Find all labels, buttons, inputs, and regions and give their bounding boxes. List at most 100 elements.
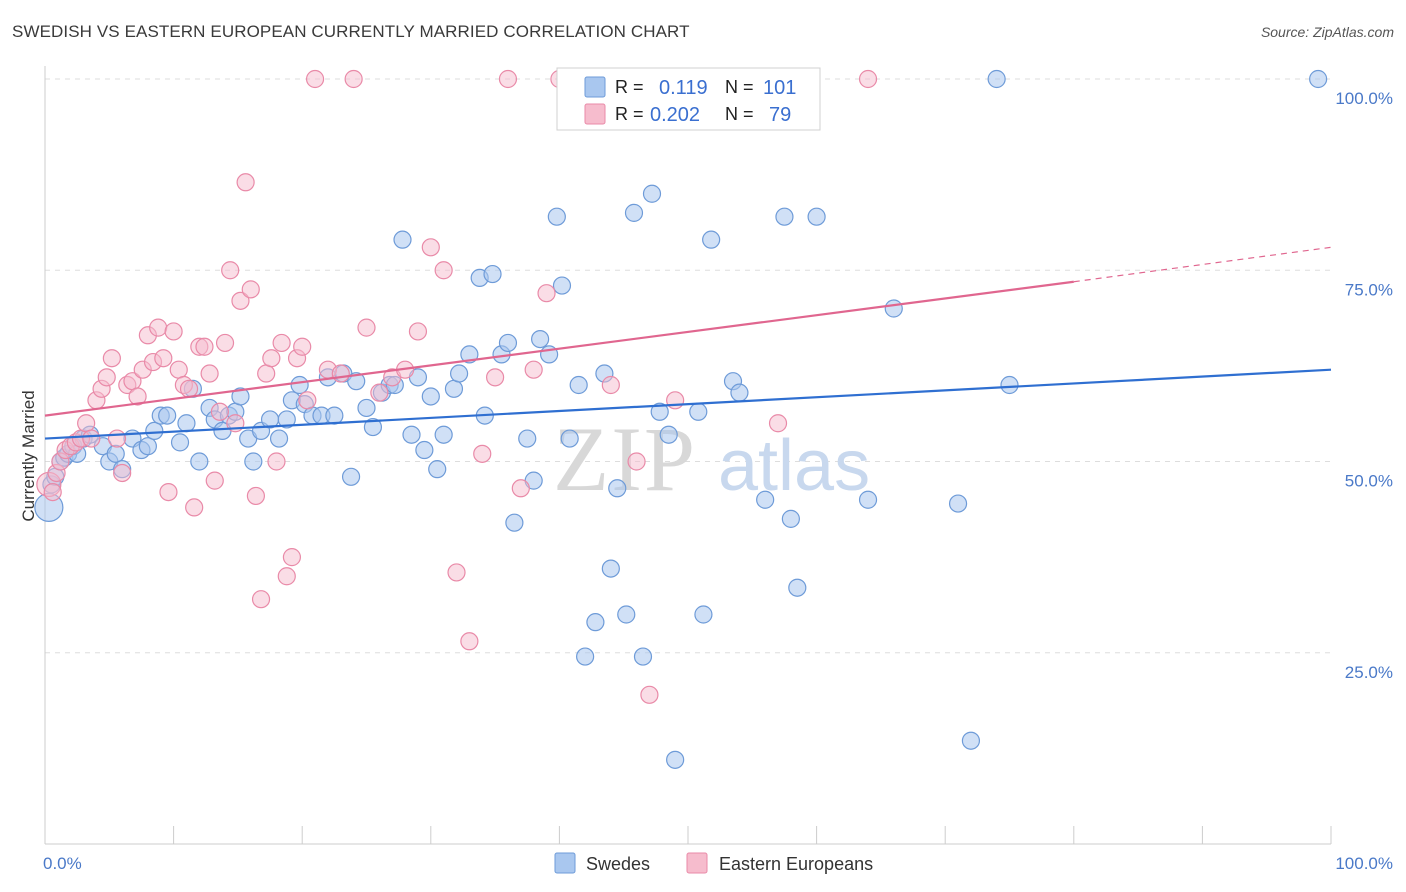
swedes-point [642,184,662,203]
y-tick-labels: 25.0% 50.0% 75.0% 100.0% [1335,89,1393,682]
eastern-europeans-point [666,391,685,410]
eastern-europeans-point [149,318,168,337]
swedes-point [730,383,749,402]
legend-swedes-n: 101 [763,77,796,99]
eastern-europeans-point [236,173,255,192]
eastern-europeans-point [434,261,453,280]
swedes-point [290,375,309,395]
legend-swedes-swatch [584,76,606,98]
swedes-point [756,490,775,509]
swedes-point [576,647,595,666]
x-tick-label: 100.0% [1335,854,1393,873]
eastern-europeans-point [298,391,317,410]
x-tick-labels: 0.0% 100.0% [43,854,1393,873]
trend-lines [44,246,1332,440]
swedes-point [428,460,447,479]
eastern-europeans-point [537,284,556,303]
eastern-europeans-point [267,452,286,471]
eastern-europeans-point [858,69,878,89]
eastern-europeans-point [128,387,147,406]
eastern-europeans-point [107,429,127,448]
eastern-europeans-point [305,69,325,89]
swedes-point [244,452,263,471]
swedes-point [325,406,344,425]
swedes-point [402,425,421,444]
legend-swedes-swatch-bottom [554,852,576,874]
swedes-point [702,230,721,249]
swedes-point [547,207,566,226]
eastern-europeans-point [82,429,101,448]
swedes-point [145,421,164,440]
swedes-point [552,276,572,295]
eastern-europeans-point [257,364,276,383]
eastern-europeans-point [154,349,173,368]
eastern-europeans-point [344,69,363,89]
eastern-europeans-point [77,414,96,433]
swedes-point [449,364,469,383]
eastern-europeans-point [179,379,199,398]
eastern-europeans-point [195,337,214,356]
eastern-europeans-point [486,368,505,387]
swedes-point [1000,375,1019,395]
swedes-point [788,578,807,597]
correlation-legend: R = 0.119 N = 101 R = 0.202 N = 79 [556,67,821,131]
swedes-point [518,429,537,448]
grid-lines [45,78,1331,654]
eastern-europeans-point [231,291,250,310]
swedes-point [269,429,289,448]
swedes-point [781,509,800,528]
eastern-europeans-point [768,414,788,433]
eastern-europeans-point [200,364,219,383]
swedes-point [666,750,685,769]
eastern-europeans-point [511,479,530,498]
swedes-point [170,433,190,452]
eastern-europeans-point [408,322,428,341]
eastern-europeans-point [241,280,260,299]
swedes-point [659,425,678,444]
eastern-europeans-point [421,238,440,257]
eastern-europeans-point [43,483,62,502]
legend-swedes-label: Swedes [586,854,650,874]
swedes-point [341,467,361,486]
swedes-point [807,207,826,226]
y-tick-label: 50.0% [1345,472,1393,491]
eastern-europeans-point [113,463,132,483]
swedes-point [158,406,177,425]
eastern-europeans-point [473,444,492,463]
x-tick-label: 0.0% [43,854,82,873]
eastern-europeans-point [331,364,350,383]
swedes-point [498,333,518,353]
swedes-point [608,479,627,498]
watermark-atlas: atlas [718,426,870,506]
eastern-europeans-point [524,360,543,379]
legend-r-label-2: R = [615,104,644,124]
eastern-europeans-point [627,452,646,471]
y-tick-label: 100.0% [1335,89,1393,108]
series-legend: Swedes Eastern Europeans [554,852,873,874]
swedes-point [624,203,644,222]
swedes-point [650,402,669,421]
eastern-europeans-point [215,333,235,353]
swedes-point [569,375,588,395]
eastern-europeans-point [164,322,183,341]
eastern-europeans-point [262,349,281,368]
swedes-point [560,429,579,448]
eastern-europeans-point [159,483,178,502]
eastern-europeans-point [601,375,620,395]
eastern-europeans-point [102,349,121,368]
eastern-europeans-point [498,69,518,89]
swedes-point [689,402,708,421]
swedes-point [190,452,209,471]
eastern-europeans-trend-extension [1073,246,1332,283]
legend-swedes-r: 0.119 [659,77,708,99]
swedes-point [434,425,453,444]
swedes-point [393,230,412,249]
swedes-point [1309,69,1328,89]
eastern-europeans-point [370,383,389,402]
eastern-europeans-point [460,632,479,651]
swedes-point [884,299,903,318]
eastern-europeans-point [293,337,312,356]
swedes-point [858,490,878,509]
swedes-point [483,264,502,284]
